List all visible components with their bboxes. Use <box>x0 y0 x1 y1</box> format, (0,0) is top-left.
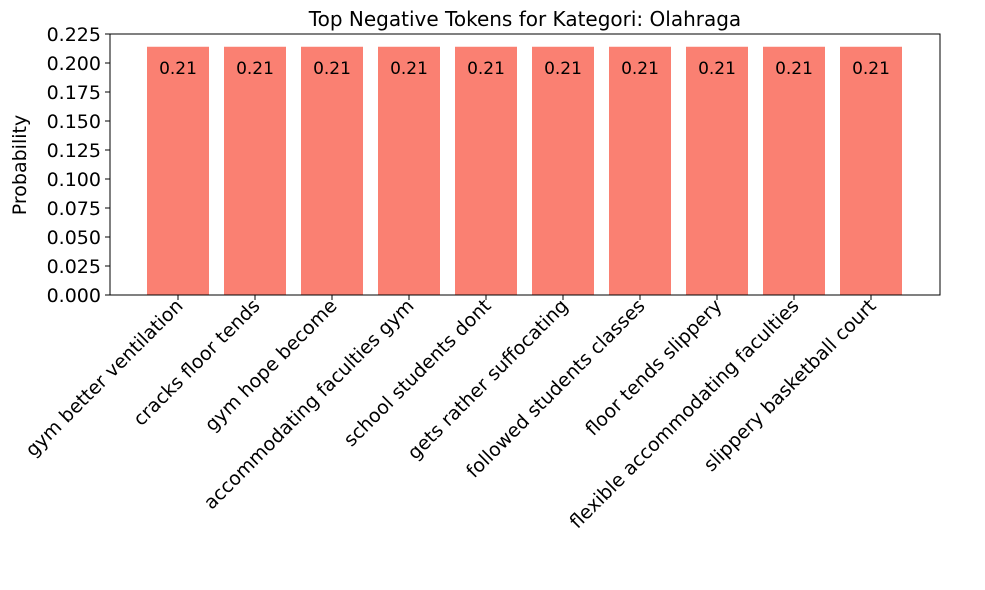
bar-value-label: 0.21 <box>313 59 351 79</box>
x-tick-label: school students dont <box>339 295 495 451</box>
y-axis-ticks: 0.000 0.025 0.050 0.075 0.100 0.125 0.150 0.175… <box>47 24 110 307</box>
y-axis-label: Probability <box>9 115 31 215</box>
bar-value-label: 0.21 <box>236 59 274 79</box>
x-tick-label: gym hope become <box>201 295 342 436</box>
bar-value-label: 0.21 <box>621 59 659 79</box>
y-tick-label: 0.050 <box>47 227 101 249</box>
x-tick-label: gym better ventilation <box>21 295 187 461</box>
y-tick-label: 0.100 <box>47 169 101 191</box>
bar <box>301 46 363 296</box>
bar <box>455 46 517 296</box>
y-tick-label: 0.175 <box>47 82 101 104</box>
x-tick-label: cracks floor tends <box>129 295 264 430</box>
bar-value-label: 0.21 <box>775 59 813 79</box>
bar-value-label: 0.21 <box>698 59 736 79</box>
bar <box>609 46 671 296</box>
bar-value-label: 0.21 <box>159 59 197 79</box>
bar-value-label: 0.21 <box>467 59 505 79</box>
y-tick-label: 0.000 <box>47 285 101 307</box>
y-tick-label: 0.075 <box>47 198 101 220</box>
bar <box>763 46 825 296</box>
bar <box>686 46 748 296</box>
bar <box>532 46 594 296</box>
y-tick-label: 0.125 <box>47 140 101 162</box>
bar <box>224 46 286 296</box>
x-tick-label: floor tends slippery <box>581 295 726 440</box>
chart-title: Top Negative Tokens for Kategori: Olahra… <box>308 7 741 31</box>
plot-area-frame <box>109 33 941 296</box>
bar-value-label: 0.21 <box>852 59 890 79</box>
y-tick-label: 0.200 <box>47 53 101 75</box>
bar-value-label: 0.21 <box>390 59 428 79</box>
x-tick-label: gets rather suffocating <box>403 295 572 464</box>
y-tick-label: 0.225 <box>47 24 101 46</box>
bar <box>840 46 902 296</box>
data-labels-group: 0.21 0.21 0.21 0.21 0.21 0.21 0.21 0.21 0.21 0.21 <box>159 59 890 79</box>
bar <box>147 46 209 296</box>
bar <box>378 46 440 296</box>
y-tick-label: 0.025 <box>47 256 101 278</box>
y-tick-label: 0.150 <box>47 111 101 133</box>
bars-group <box>147 46 902 296</box>
bar-value-label: 0.21 <box>544 59 582 79</box>
